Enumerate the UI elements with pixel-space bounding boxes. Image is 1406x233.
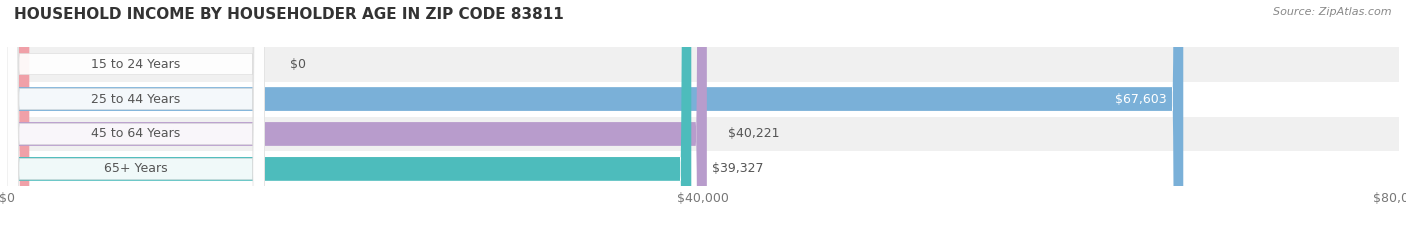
Bar (7, 151, 1399, 186)
Text: 65+ Years: 65+ Years (104, 162, 167, 175)
FancyBboxPatch shape (7, 0, 264, 233)
Text: $39,327: $39,327 (713, 162, 763, 175)
Bar (7, 82, 1399, 116)
FancyBboxPatch shape (7, 0, 264, 233)
FancyBboxPatch shape (7, 0, 264, 233)
FancyBboxPatch shape (7, 0, 692, 233)
Text: $67,603: $67,603 (1115, 93, 1167, 106)
Bar (7, 116, 1399, 151)
FancyBboxPatch shape (7, 0, 707, 233)
Bar (7, 47, 1399, 82)
Text: $0: $0 (290, 58, 305, 71)
Text: HOUSEHOLD INCOME BY HOUSEHOLDER AGE IN ZIP CODE 83811: HOUSEHOLD INCOME BY HOUSEHOLDER AGE IN Z… (14, 7, 564, 22)
Text: $40,221: $40,221 (728, 127, 779, 140)
FancyBboxPatch shape (7, 0, 1184, 233)
FancyBboxPatch shape (7, 0, 264, 233)
FancyBboxPatch shape (7, 0, 30, 233)
Text: 25 to 44 Years: 25 to 44 Years (91, 93, 180, 106)
Text: 45 to 64 Years: 45 to 64 Years (91, 127, 180, 140)
Text: 15 to 24 Years: 15 to 24 Years (91, 58, 180, 71)
Text: Source: ZipAtlas.com: Source: ZipAtlas.com (1274, 7, 1392, 17)
